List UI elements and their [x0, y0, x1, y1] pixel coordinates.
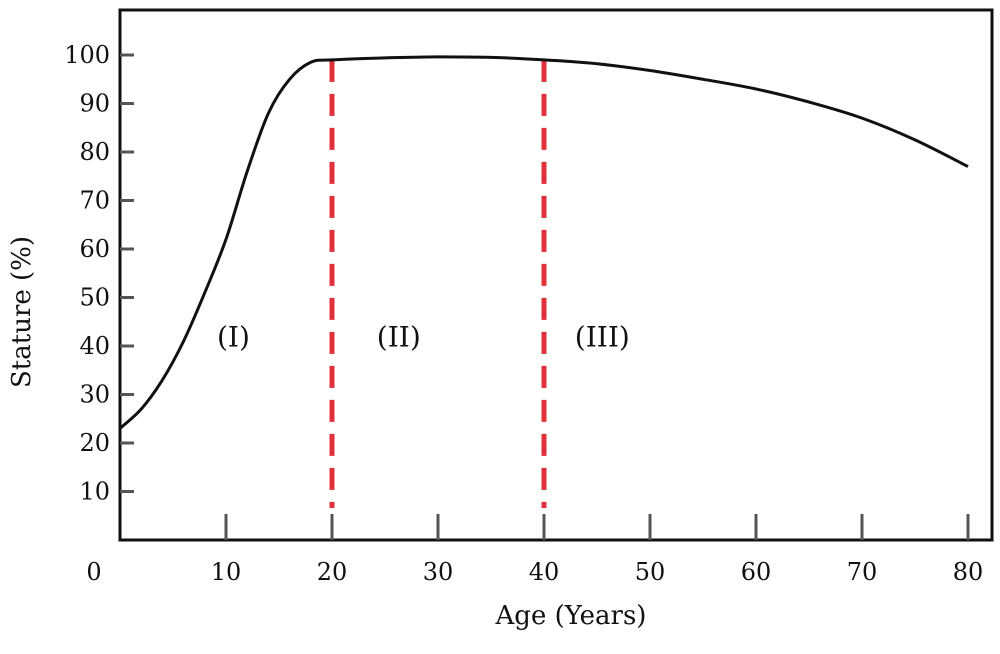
x-tick-label: 80	[953, 558, 984, 586]
y-tick-label: 40	[79, 332, 110, 360]
x-tick-label: 20	[317, 558, 348, 586]
x-tick-label: 40	[529, 558, 560, 586]
x-ticks: 0 10 20 30 40 50 60 70 80	[86, 514, 983, 586]
x-tick-label: 30	[423, 558, 454, 586]
x-tick-label: 10	[211, 558, 242, 586]
y-axis-title: Stature (%)	[7, 236, 37, 388]
y-ticks: 10 20 30 40 50 60 70 80 90 100	[64, 41, 134, 506]
series-line	[118, 55, 969, 430]
y-tick-label: 50	[79, 284, 110, 312]
vertical-markers	[329, 59, 547, 508]
x-tick-label: 0	[86, 558, 101, 586]
x-tick-label: 50	[635, 558, 666, 586]
y-tick-label: 100	[64, 41, 110, 69]
region-label-2: (II)	[377, 320, 421, 353]
y-tick-label: 60	[79, 235, 110, 263]
y-tick-label: 30	[79, 381, 110, 409]
y-tick-label: 80	[79, 138, 110, 166]
y-tick-label: 90	[79, 90, 110, 118]
y-tick-label: 20	[79, 429, 110, 457]
x-tick-label: 60	[741, 558, 772, 586]
plot-frame	[118, 8, 994, 542]
region-label-1: (I)	[217, 320, 250, 353]
region-annotations: (I) (II) (III)	[217, 320, 630, 353]
x-axis-title: Age (Years)	[495, 601, 647, 631]
y-tick-label: 70	[79, 187, 110, 215]
y-tick-label: 10	[79, 478, 110, 506]
x-tick-label: 70	[847, 558, 878, 586]
region-label-3: (III)	[575, 320, 630, 353]
